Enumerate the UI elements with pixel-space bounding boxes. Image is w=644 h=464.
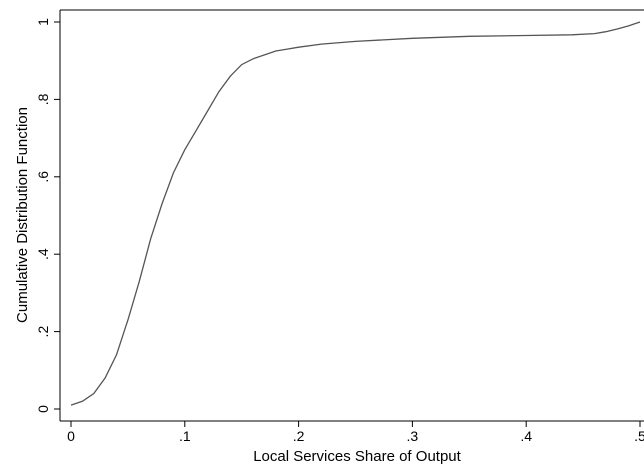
x-tick-label: .1: [179, 428, 191, 444]
x-tick-label: .2: [293, 428, 305, 444]
x-tick-label: .5: [634, 428, 644, 444]
y-axis-title: Cumulative Distribution Function: [14, 107, 31, 323]
y-axis-ticks: 0 .2 .4 .6 .8 1: [35, 18, 60, 413]
y-tick-label: 1: [35, 18, 51, 26]
y-tick-label: 0: [35, 405, 51, 413]
x-tick-label: .3: [407, 428, 419, 444]
y-tick-label: .8: [35, 93, 51, 105]
y-tick-label: .4: [35, 248, 51, 260]
x-tick-label: .4: [520, 428, 532, 444]
cdf-series-line: [70, 21, 641, 406]
y-tick-label: .6: [35, 171, 51, 183]
x-tick-label: 0: [67, 428, 75, 444]
series-layer: [70, 21, 641, 406]
x-axis-ticks: 0 .1 .2 .3 .4 .5: [67, 421, 644, 444]
y-tick-label: .2: [35, 326, 51, 338]
x-axis-title: Local Services Share of Output: [253, 448, 461, 464]
